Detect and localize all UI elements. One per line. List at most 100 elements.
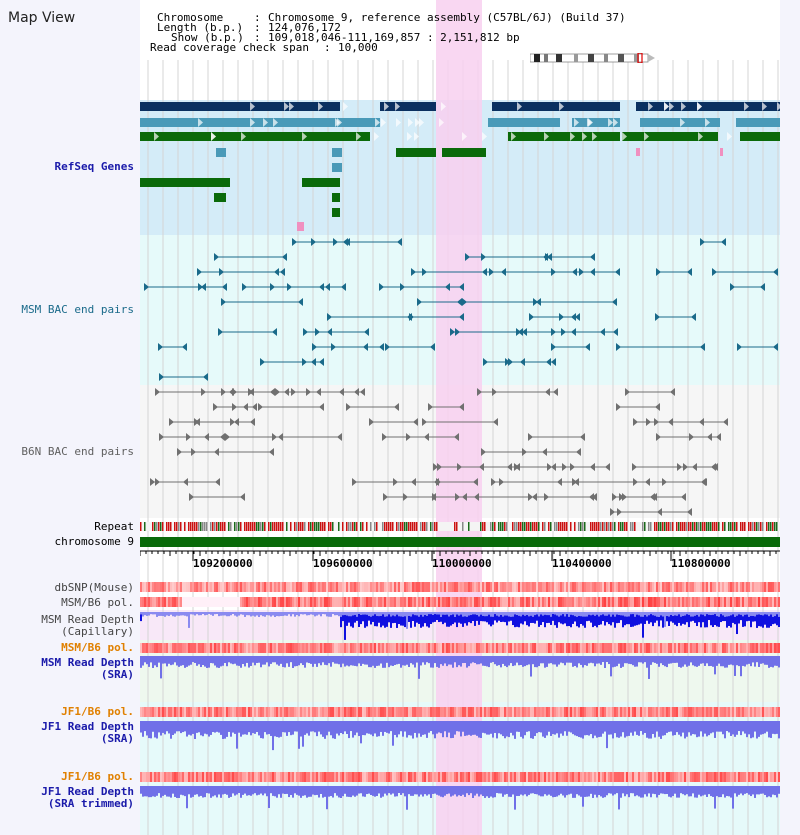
capillary-depth-bar (510, 612, 512, 617)
capillary-depth-bar (608, 612, 610, 625)
msm-pol-sra-strip (730, 643, 732, 653)
msm-pol-strip (486, 597, 488, 607)
msm-bac-pair (533, 298, 538, 306)
repeat-mark (404, 522, 406, 531)
dbsnp-strip (394, 582, 396, 592)
jf1-sra-depth-bar (244, 721, 246, 735)
jf1-pol-strip (396, 707, 398, 717)
msm-sra-depth-bar (288, 656, 290, 667)
jf1-sra-depth-bar (426, 721, 428, 738)
jf1-trim-depth-bar (566, 786, 568, 796)
msm-sra-depth-bar (776, 656, 778, 666)
msm-sra-depth-bar (568, 656, 570, 663)
capillary-depth-bar (188, 612, 190, 628)
dbsnp-strip (396, 582, 398, 592)
msm-bac-pair (298, 298, 303, 306)
label-refseq-genes[interactable]: RefSeq Genes (54, 160, 134, 173)
dbsnp-strip (384, 582, 386, 592)
label-b6n-bac[interactable]: B6N BAC end pairs (21, 445, 134, 458)
msm-sra-depth-bar (628, 656, 630, 664)
repeat-mark (214, 522, 216, 531)
capillary-depth-bar (666, 612, 668, 622)
jf1-pol-strip (444, 707, 446, 717)
msm-pol-sra-strip (724, 643, 726, 653)
axis-tick-label: 110400000 (552, 557, 612, 570)
capillary-depth-bar (764, 612, 766, 625)
b6n-bac-pair (360, 388, 365, 396)
dbsnp-strip (188, 582, 190, 592)
msm-bac-pair (571, 313, 576, 321)
msm-pol-sra-strip (168, 643, 170, 653)
capillary-depth-bar (740, 612, 742, 615)
jf1-pol-trim-strip (326, 772, 328, 782)
msm-pol-strip (460, 597, 462, 607)
jf1-trim-depth-bar (222, 786, 224, 795)
b6n-bac-pair (645, 478, 650, 486)
jf1-pol-strip (194, 707, 196, 717)
capillary-depth-bar (746, 612, 748, 622)
repeat-mark (194, 522, 196, 531)
gene-arrow (441, 102, 446, 111)
track-area[interactable] (140, 0, 780, 835)
capillary-depth-bar (428, 612, 430, 615)
jf1-trim-depth-bar (184, 786, 186, 797)
dbsnp-strip (630, 582, 632, 592)
msm-sra-depth-bar (714, 656, 716, 675)
jf1-sra-depth-bar (470, 721, 472, 736)
msm-pol-sra-strip (768, 643, 770, 653)
repeat-mark (192, 522, 194, 531)
jf1-pol-strip (274, 707, 276, 717)
jf1-sra-depth-bar (708, 721, 710, 736)
msm-bac-pair (411, 268, 416, 276)
jf1-pol-trim-strip (764, 772, 766, 782)
capillary-depth-bar (592, 612, 594, 628)
repeat-mark (762, 522, 764, 531)
capillary-depth-bar (160, 612, 162, 616)
repeat-mark (434, 522, 436, 531)
jf1-trim-depth-bar (334, 786, 336, 794)
jf1-trim-depth-bar (650, 786, 652, 798)
msm-bac-pair (144, 283, 149, 291)
jf1-trim-depth-bar (554, 786, 556, 797)
jf1-pol-trim-strip (626, 772, 628, 782)
jf1-trim-depth-bar (420, 786, 422, 795)
jf1-sra-depth-bar (700, 721, 702, 732)
msm-sra-depth-bar (498, 656, 500, 666)
dbsnp-strip (468, 582, 470, 592)
label-msm-bac[interactable]: MSM BAC end pairs (21, 303, 134, 316)
msm-sra-depth-bar (166, 656, 168, 667)
capillary-depth-bar (492, 612, 494, 625)
capillary-depth-bar (762, 612, 764, 628)
msm-sra-depth-bar (228, 656, 230, 663)
capillary-depth-bar (624, 612, 626, 626)
jf1-trim-depth-bar (708, 786, 710, 795)
capillary-depth-bar (670, 612, 672, 622)
capillary-depth-bar (390, 612, 392, 628)
capillary-depth-bar (744, 612, 746, 627)
msm-pol-sra-strip (486, 643, 488, 653)
dbsnp-strip (648, 582, 650, 592)
jf1-pol-strip (142, 707, 144, 717)
msm-sra-depth-bar (312, 656, 314, 667)
repeat-mark (290, 522, 292, 531)
capillary-depth-bar (426, 612, 428, 627)
msm-sra-depth-bar (190, 656, 192, 665)
jf1-trim-depth-bar (324, 786, 326, 797)
msm-pol-sra-strip (658, 643, 660, 653)
chromosome-ideogram[interactable] (530, 53, 656, 63)
jf1-trim-depth-bar (168, 786, 170, 797)
msm-pol-strip (580, 597, 582, 607)
repeat-mark (542, 522, 544, 531)
jf1-trim-depth-bar (228, 786, 230, 798)
capillary-depth-bar (354, 612, 356, 615)
dbsnp-strip (510, 582, 512, 592)
jf1-sra-depth-bar (732, 721, 734, 735)
msm-pol-strip (300, 597, 302, 607)
jf1-pol-trim-strip (458, 772, 460, 782)
jf1-trim-depth-bar (654, 786, 656, 795)
msm-pol-sra-strip (346, 643, 348, 653)
msm-bac-pair (214, 253, 219, 261)
dbsnp-strip (480, 582, 482, 592)
capillary-depth-bar (714, 612, 716, 626)
msm-pol-strip (670, 597, 672, 607)
